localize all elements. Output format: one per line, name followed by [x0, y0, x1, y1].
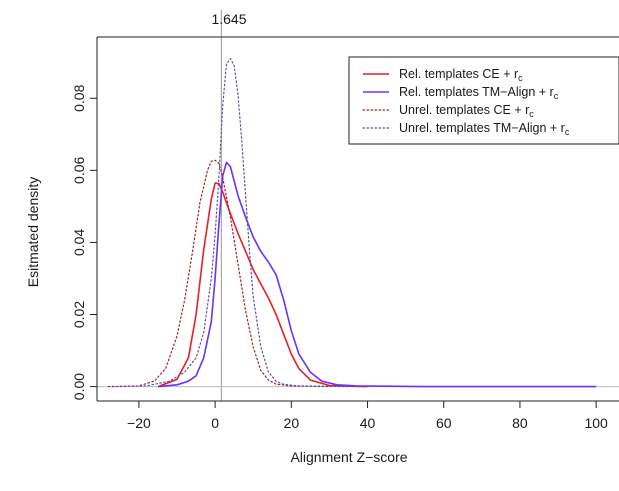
- y-tick-label: 0.02: [71, 301, 87, 328]
- x-tick-label: 20: [284, 415, 300, 431]
- legend-label-2: Rel. templates TM−Align + rc: [399, 85, 559, 101]
- x-axis-title: Alignment Z−score: [290, 449, 407, 465]
- x-tick-label: 80: [512, 415, 528, 431]
- legend-subscript: c: [518, 73, 523, 83]
- legend-subscript: c: [565, 127, 570, 137]
- axes: −20 0 20 40 60 80 100 0.00 0.02 0.04 0.06 0.08: [71, 36, 619, 431]
- y-tick-label: 0.08: [71, 84, 87, 111]
- x-tick-label: 100: [584, 415, 608, 431]
- legend-label-1: Rel. templates CE + rc: [399, 67, 523, 83]
- reference-line-label: 1.645: [211, 11, 246, 27]
- x-tick-label: −20: [127, 415, 151, 431]
- series-line-2: [157, 161, 597, 388]
- x-tick-label: 40: [360, 415, 376, 431]
- y-tick-label: 0.04: [71, 229, 87, 256]
- x-tick-label: 60: [436, 415, 452, 431]
- y-tick-label: 0.06: [71, 157, 87, 184]
- legend-subscript: c: [554, 91, 559, 101]
- legend-label-3: Unrel. templates CE + rc: [399, 103, 534, 119]
- x-tick-label: 0: [211, 415, 219, 431]
- y-tick-label: 0.00: [71, 373, 87, 400]
- y-axis-title: Esitmated density: [25, 177, 41, 288]
- series-line-3: [107, 159, 330, 388]
- legend-box: [348, 56, 619, 145]
- legend-subscript: c: [529, 109, 534, 119]
- series-line-1: [157, 182, 368, 388]
- series-line-4: [115, 57, 350, 388]
- plot-area: [97, 10, 619, 401]
- legend-label-4: Unrel. templates TM−Align + rc: [399, 121, 570, 137]
- legend: Rel. templates CE + rc Rel. templates TM−…: [348, 56, 619, 145]
